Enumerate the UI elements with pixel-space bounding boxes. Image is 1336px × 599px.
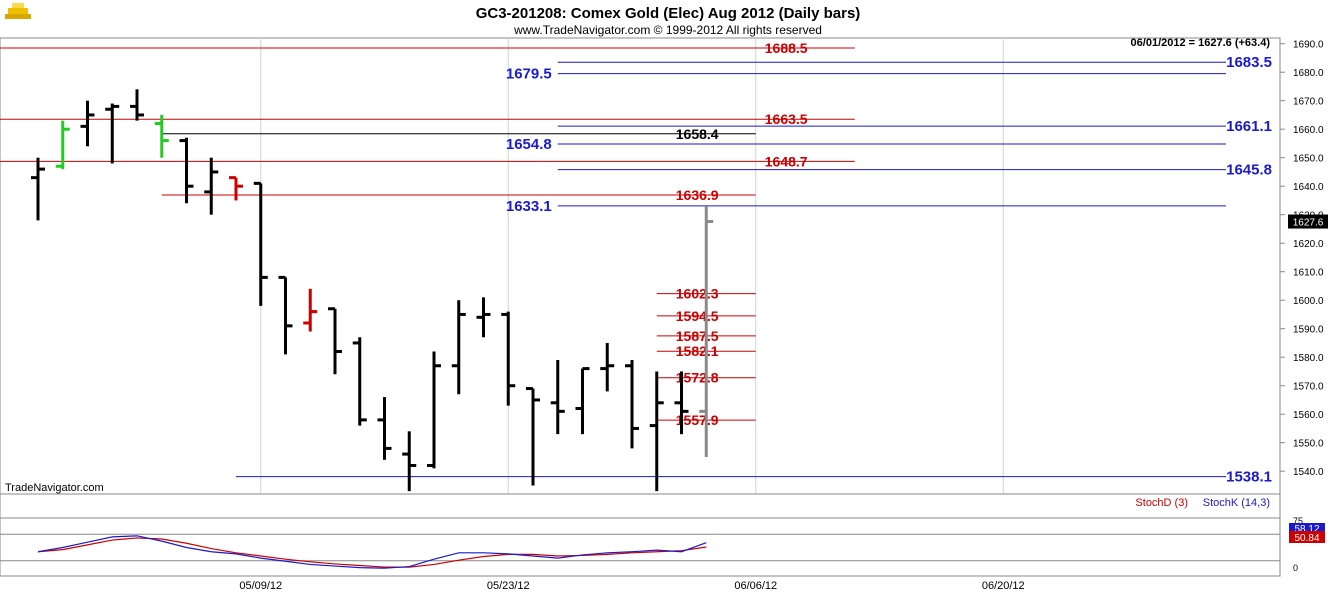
price-tick-label: 1560.0 <box>1293 410 1324 421</box>
copyright-text: www.TradeNavigator.com © 1999-2012 All r… <box>513 23 822 37</box>
price-bar <box>377 397 392 460</box>
price-bar <box>625 360 639 449</box>
date-tick-label: 06/20/12 <box>982 580 1025 592</box>
date-tick-label: 05/23/12 <box>487 580 530 592</box>
price-bar <box>303 288 318 332</box>
price-bar <box>451 300 466 395</box>
price-bar <box>80 100 95 147</box>
price-bar <box>130 89 144 121</box>
level-label: 1594.5 <box>676 308 719 324</box>
price-tick-label: 1650.0 <box>1293 154 1324 165</box>
stochastic-lines <box>0 533 1280 569</box>
price-tick-label: 1540.0 <box>1293 467 1324 478</box>
level-label: 1654.8 <box>506 136 552 153</box>
price-axis-bg <box>1280 38 1336 494</box>
stochk-value-box <box>1289 523 1325 533</box>
level-label: 1661.1 <box>1226 118 1272 135</box>
price-tick-label: 1620.0 <box>1293 239 1324 250</box>
level-label: 1602.3 <box>676 286 719 302</box>
price-bar <box>649 371 664 492</box>
level-label: 1557.9 <box>676 412 719 428</box>
price-bar <box>501 311 516 406</box>
price-bar <box>229 176 243 201</box>
price-tick-label: 1550.0 <box>1293 439 1324 450</box>
price-readout: 06/01/2012 = 1627.6 (+63.4) <box>1131 37 1271 49</box>
level-label: 1645.8 <box>1226 162 1272 179</box>
level-label: 1636.9 <box>676 187 719 203</box>
price-tick-label: 1660.0 <box>1293 125 1324 136</box>
price-bar <box>352 337 367 426</box>
level-label: 1663.5 <box>765 111 808 127</box>
price-tick-label: 1580.0 <box>1293 353 1324 364</box>
price-axis: 1540.0 1550.0 1560.0 1570.0 1580.0 1590.0 1600… <box>1279 38 1336 576</box>
price-bar <box>328 307 342 375</box>
level-label: 1688.5 <box>765 40 808 56</box>
price-bar <box>674 371 689 435</box>
price-tick-label: 1670.0 <box>1293 97 1324 108</box>
watermark: TradeNavigator.com <box>5 482 104 494</box>
stoch-tick-label: 75 <box>1293 516 1303 526</box>
price-tick-label: 1600.0 <box>1293 296 1324 307</box>
price-pane <box>0 37 1281 495</box>
last-price-label: 1627.6 <box>1293 218 1324 229</box>
price-tick-label: 1570.0 <box>1293 382 1324 393</box>
price-bar <box>204 157 219 215</box>
level-label: 1572.8 <box>676 370 719 386</box>
price-bar <box>253 181 268 306</box>
level-label: 1633.1 <box>506 198 552 215</box>
price-tick-label: 1610.0 <box>1293 268 1324 279</box>
last-price-box <box>1288 214 1328 229</box>
level-label: 1582.1 <box>676 343 719 359</box>
price-bar <box>699 206 714 457</box>
price-tick-label: 1590.0 <box>1293 325 1324 336</box>
price-tick-label: 1640.0 <box>1293 182 1324 193</box>
stochastic-header-strip <box>0 493 1281 519</box>
level-label: 1679.5 <box>506 66 552 83</box>
price-tick-label: 1680.0 <box>1293 68 1324 79</box>
level-label: 1658.4 <box>676 126 719 142</box>
stoch-tick-label: 0 <box>1293 563 1298 573</box>
price-bar <box>55 120 70 170</box>
chart-title: GC3-201208: Comex Gold (Elec) Aug 2012 (… <box>476 5 861 22</box>
stochastic-pane <box>0 517 1281 577</box>
stochd-value-label: 50.84 <box>1294 533 1319 544</box>
price-bar <box>154 114 169 158</box>
stochd-value-box <box>1289 531 1325 543</box>
price-bars <box>31 89 714 492</box>
date-gridlines <box>260 38 1004 576</box>
date-axis: 05/09/12 05/23/12 06/06/12 06/20/12 <box>239 580 1024 592</box>
stochk-label: StochK (14,3) <box>1203 497 1270 509</box>
support-resistance-levels: 1688.5 1663.5 1658.4 1648.7 1636.9 1602.3 1594… <box>0 40 1272 486</box>
price-bar <box>575 367 590 435</box>
price-bar <box>179 137 194 204</box>
date-tick-label: 05/09/12 <box>239 580 282 592</box>
level-label: 1587.5 <box>676 328 719 344</box>
price-bar <box>31 157 45 221</box>
level-label: 1683.5 <box>1226 54 1272 71</box>
price-bar <box>427 351 441 469</box>
stochk-value-label: 58.12 <box>1294 524 1319 535</box>
stochd-label: StochD (3) <box>1135 497 1188 509</box>
price-bar <box>278 275 293 355</box>
level-label: 1538.1 <box>1226 469 1272 486</box>
price-bar <box>402 431 417 492</box>
date-tick-label: 06/06/12 <box>734 580 777 592</box>
price-bar <box>600 342 615 392</box>
price-tick-label: 1690.0 <box>1293 40 1324 51</box>
level-label: 1648.7 <box>765 153 808 169</box>
price-bar <box>105 103 120 164</box>
gold-bars-logo <box>5 3 31 19</box>
stochk-line <box>37 535 707 569</box>
price-bar <box>550 360 565 435</box>
price-bar <box>476 297 491 338</box>
price-bar <box>526 387 540 486</box>
